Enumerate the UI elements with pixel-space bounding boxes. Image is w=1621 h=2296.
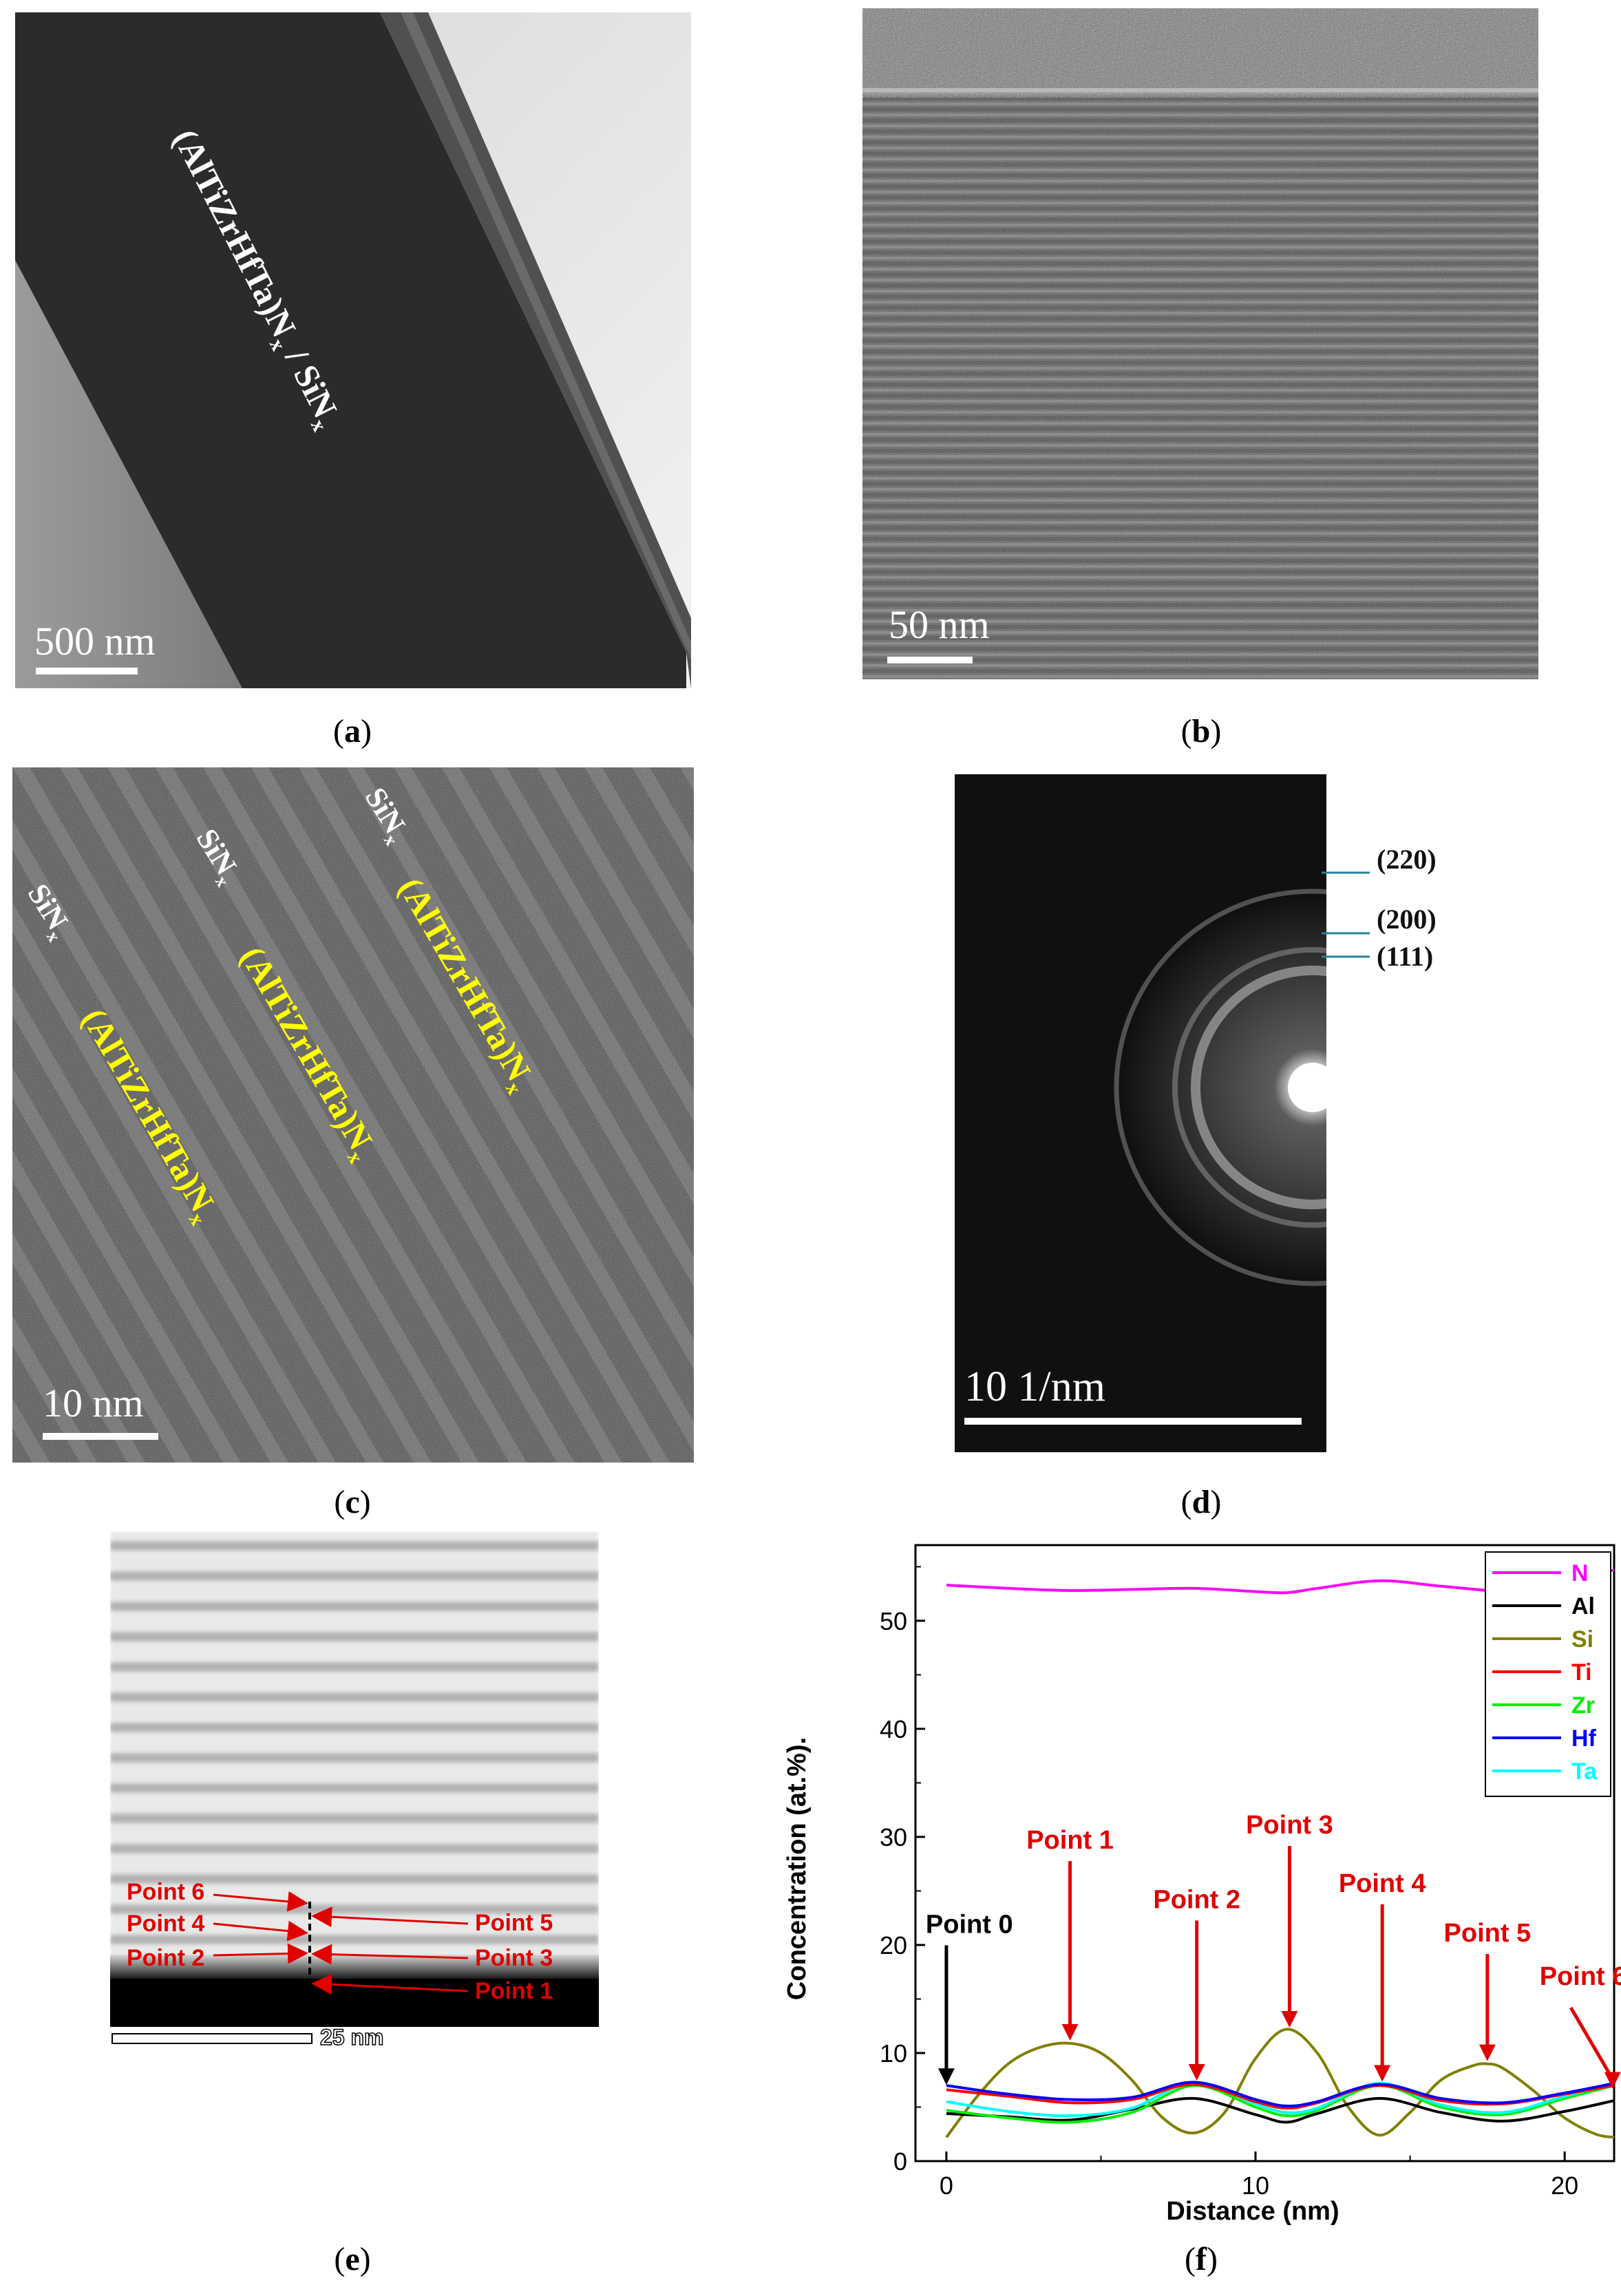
panel-e-point0-label: Point 0 [475, 2004, 553, 2030]
panel-b-caption: (b) [1180, 713, 1222, 750]
panel-d-scale-label: 10 1/nm [964, 1363, 1105, 1410]
panel-d-scale-bar [964, 1418, 1302, 1425]
y-tick-label: 40 [880, 1715, 907, 1743]
panel-f-axes: 0 10 20 0 10 20 30 40 50 [880, 1544, 1615, 2200]
panel-a-caption: (a) [333, 713, 372, 750]
panel-e-point6-label: Point 6 [127, 1879, 205, 1905]
panel-d-caption: (d) [1180, 1484, 1222, 1520]
series-line-hf [946, 2081, 1615, 2108]
legend-label-si: Si [1571, 1626, 1593, 1652]
panel-e-caption: (e) [334, 2241, 371, 2277]
annot-arrow-head [1281, 2011, 1298, 2028]
y-tick-label: 30 [880, 1823, 907, 1851]
legend-label-ta: Ta [1571, 1758, 1598, 1785]
annot-arrow-head [1479, 2044, 1496, 2061]
panel-e-scale-strip [110, 2027, 599, 2061]
panel-f-y-axis-label: Concentration (at.%). [783, 1737, 812, 2000]
y-tick-label: 10 [880, 2039, 907, 2068]
panel-e-annotation-arrows [213, 1891, 469, 2018]
panel-e-point4-label: Point 4 [127, 1911, 205, 1937]
legend-label-hf: Hf [1571, 1725, 1597, 1752]
annot-point-label: Point 5 [1444, 1919, 1532, 1948]
panel-f-series-group [945, 1569, 1615, 2139]
annot-arrow-head [937, 2068, 955, 2085]
x-tick-label: 10 [1242, 2171, 1269, 2200]
panel-f-legend: N Al Si Ti Zr Hf Ta [1485, 1551, 1611, 1797]
panel-f-caption: (f) [1185, 2241, 1218, 2277]
legend-label-al: Al [1571, 1593, 1595, 1619]
panel-d-saed-pattern [955, 774, 1326, 1452]
panel-c-image: SiNx SiNx SiNx (AlTiZrHfTa)Nx (AlTiZrHfT… [12, 767, 694, 1463]
plot-frame [914, 1544, 1615, 2162]
panel-b-scale-label: 50 nm [889, 602, 990, 647]
annot-arrow-head [1604, 2072, 1621, 2089]
annot-point-label: Point 0 [926, 1911, 1013, 1939]
annot-arrow-head [1188, 2063, 1205, 2081]
panel-e-point2-label: Point 2 [127, 1945, 205, 1971]
panel-e-point5-label: Point 5 [475, 1910, 553, 1936]
annot-point-label: Point 1 [1026, 1826, 1114, 1855]
series-line-ta [946, 2081, 1615, 2118]
panel-e-point1-label: Point 1 [475, 1978, 553, 2004]
annot-point-label: Point 4 [1339, 1869, 1426, 1898]
y-tick-label: 20 [880, 1931, 907, 1959]
legend-label-zr: Zr [1571, 1692, 1595, 1719]
panel-f-x-axis-label: Distance (nm) [1166, 2197, 1339, 2226]
legend-box [1485, 1551, 1611, 1797]
x-tick-label: 0 [940, 2171, 953, 2200]
panel-b-image: 50 nm [862, 8, 1538, 679]
panel-d-ring-220: (220) [1377, 844, 1437, 875]
panel-e-scale-bar [112, 2033, 312, 2044]
series-line-al [946, 2096, 1615, 2124]
panel-e-image [110, 1531, 599, 2027]
panel-c-scale-bar [43, 1433, 158, 1440]
panel-b-tem-micrograph [862, 8, 1538, 679]
series-line-si [945, 2028, 1615, 2139]
panel-c-caption: (c) [334, 1484, 371, 1520]
y-tick-label: 50 [880, 1607, 907, 1635]
annot-arrow-shaft [1569, 2006, 1614, 2080]
legend-label-ti: Ti [1571, 1659, 1592, 1686]
panel-e-scale-label: 25 nm [319, 2024, 384, 2050]
panel-a-image: (AlTiZrHfTa)Nx / SiNx 500 nm [15, 12, 691, 688]
panel-a-scale-label: 500 nm [34, 619, 156, 663]
x-tick-label: 20 [1551, 2171, 1578, 2200]
panel-d-ring-leaders [1322, 871, 1370, 958]
panel-a-scale-bar [36, 668, 138, 674]
panel-c-hrtem-micrograph [12, 767, 694, 1463]
panel-e-point3-label: Point 3 [475, 1945, 553, 1971]
panel-d-ring-111: (111) [1377, 941, 1434, 972]
annot-point-label: Point 6 [1540, 1962, 1621, 1991]
y-tick-label: 0 [893, 2147, 907, 2176]
annot-point-label: Point 3 [1246, 1811, 1333, 1840]
panel-a-tem-micrograph [15, 12, 691, 688]
panel-b-scale-bar [887, 657, 973, 663]
panel-d-ring-200: (200) [1377, 904, 1437, 935]
annot-arrow-head [1061, 2023, 1079, 2041]
annot-point-label: Point 2 [1153, 1885, 1240, 1914]
series-line-zr [946, 2084, 1615, 2124]
panel-e-haadf-image [110, 1531, 599, 2027]
panel-c-scale-label: 10 nm [43, 1381, 144, 1425]
panel-d-image: 10 1/nm [955, 774, 1326, 1452]
legend-label-n: N [1571, 1560, 1589, 1586]
annot-arrow-head [1374, 2065, 1391, 2082]
